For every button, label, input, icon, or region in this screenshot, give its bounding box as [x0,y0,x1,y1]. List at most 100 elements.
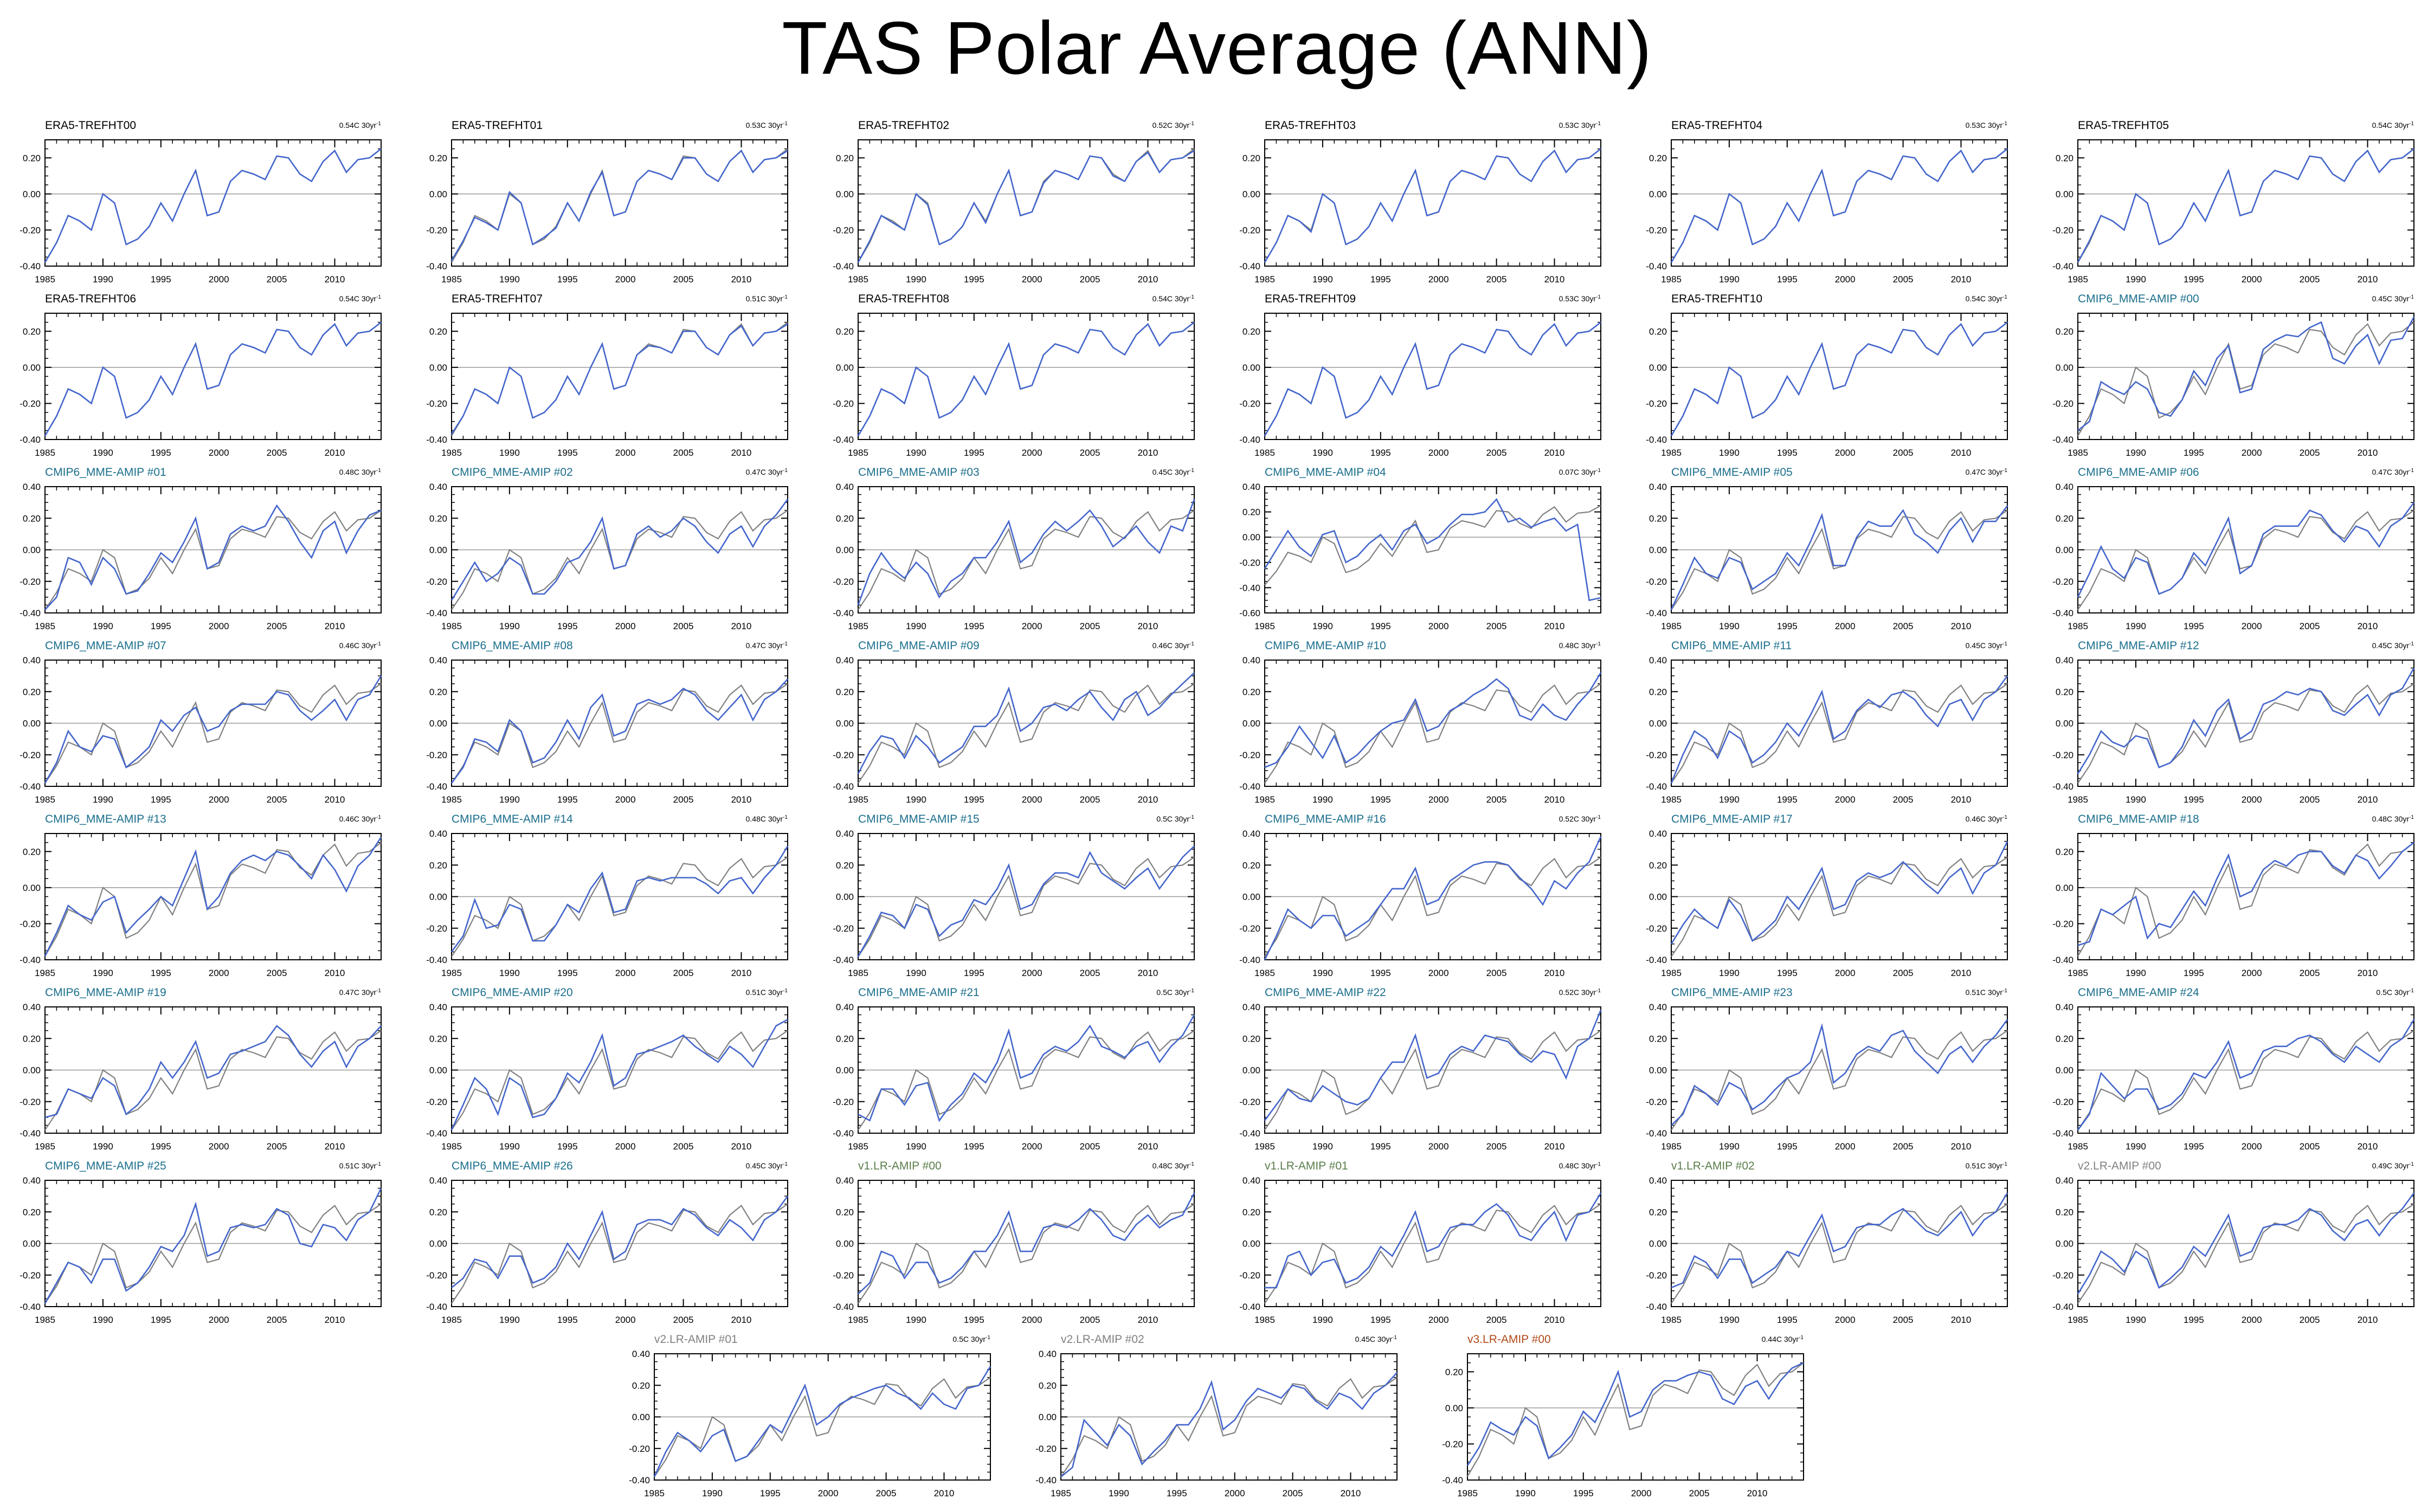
x-tick-label: 2010 [1138,448,1158,458]
y-tick-label: -0.20 [1239,1097,1260,1107]
x-tick-label: 1990 [1312,968,1333,978]
panel-title: v1.LR-AMIP #01 [1265,1160,1348,1172]
x-tick-label: 1995 [2184,448,2204,458]
y-tick-label: -0.40 [1239,955,1260,965]
x-tick-label: 2000 [1428,621,1449,631]
model-series-line [44,321,382,436]
y-tick-label: -0.20 [1239,558,1260,568]
chart-panel: v2.LR-AMIP #00 0.49C 30yr-1 0.40 0.20 0.00 -0… [2052,1160,2415,1325]
reference-series-line [1671,148,2008,263]
y-tick-label: 0.40 [836,1002,854,1012]
x-tick-label: 1990 [93,621,113,631]
y-tick-label: -0.40 [1646,1302,1667,1312]
y-tick-label: 0.40 [2056,1002,2074,1012]
x-tick-label: 1985 [441,968,462,978]
panel-title: CMIP6_MME-AMIP #10 [1265,639,1386,652]
panel-title: CMIP6_MME-AMIP #18 [2078,813,2199,825]
y-tick-label: -0.40 [1646,781,1667,792]
trend-label: 0.48C 30yr-1 [1152,1161,1195,1171]
x-tick-label: 1995 [1370,968,1391,978]
reference-series-line [858,1203,1195,1304]
y-tick-label: -0.40 [1646,608,1667,618]
x-tick-label: 2005 [673,1315,694,1325]
panel-title: CMIP6_MME-AMIP #00 [2078,293,2199,305]
model-series-line [2077,148,2414,263]
chart-panel: CMIP6_MME-AMIP #08 0.47C 30yr-1 0.40 0.20 0.… [426,639,788,805]
y-tick-label: 0.20 [1242,326,1260,337]
model-series-line [2077,502,2415,598]
x-tick-label: 2010 [325,794,345,805]
x-tick-label: 1990 [1719,274,1740,285]
reference-series-line [451,321,788,436]
model-series-line [857,499,1195,605]
y-tick-label: -0.40 [1239,261,1260,272]
y-tick-label: 0.20 [1242,1033,1260,1044]
panel-title: ERA5-TREFHT06 [45,293,136,305]
reference-series-line [451,1203,788,1304]
trend-label: 0.48C 30yr-1 [1559,641,1601,650]
y-tick-label: 0.00 [2056,883,2074,893]
x-tick-label: 1995 [151,968,171,978]
trend-label: 0.53C 30yr-1 [1559,121,1601,130]
panel-title: CMIP6_MME-AMIP #20 [452,986,573,999]
y-tick-label: -0.20 [1646,1270,1667,1281]
x-tick-label: 1985 [2068,968,2088,978]
x-tick-label: 2005 [2300,794,2320,805]
y-tick-label: 0.00 [1242,719,1260,729]
x-tick-label: 2005 [1080,448,1100,458]
trend-label: 0.54C 30yr-1 [2372,121,2414,130]
y-tick-label: -0.20 [1646,923,1667,934]
x-tick-label: 2010 [325,968,345,978]
y-tick-label: 0.20 [429,1207,447,1217]
y-tick-label: -0.40 [1239,781,1260,792]
x-tick-label: 1985 [2068,794,2088,805]
reference-series-line [2077,509,2414,610]
x-tick-label: 2005 [1893,448,1914,458]
trend-label: 0.52C 30yr-1 [1559,815,1601,824]
reference-series-line [1671,1203,2008,1304]
x-tick-label: 2010 [2358,1141,2378,1152]
x-tick-label: 1990 [1719,448,1740,458]
panel-title: CMIP6_MME-AMIP #17 [1671,813,1793,825]
panel-title: CMIP6_MME-AMIP #15 [858,813,980,825]
y-tick-label: 0.00 [23,545,41,555]
y-tick-label: 0.20 [1649,513,1667,524]
x-tick-label: 1990 [906,1141,926,1152]
y-tick-label: 0.20 [23,513,41,524]
model-series-line [2077,842,2414,946]
x-tick-label: 2005 [2300,621,2320,631]
y-tick-label: 0.00 [2056,719,2074,729]
y-tick-label: -0.40 [1239,435,1260,445]
x-tick-label: 2000 [1022,968,1042,978]
panel-title: ERA5-TREFHT03 [1265,119,1356,132]
x-tick-label: 2010 [1951,448,1972,458]
x-tick-label: 1985 [1661,448,1682,458]
chart-panel: ERA5-TREFHT09 0.53C 30yr-1 0.20 0.00 -0.20 -0… [1239,293,1601,458]
reference-series-line [1671,1030,2008,1130]
x-tick-label: 1990 [2126,968,2146,978]
y-tick-label: 0.20 [429,687,447,697]
x-tick-label: 1990 [2126,621,2146,631]
y-tick-label: -0.20 [1239,750,1260,760]
plot-frame [2077,833,2414,960]
x-tick-label: 2010 [2358,968,2378,978]
x-tick-label: 1990 [906,274,926,285]
x-tick-label: 1995 [557,794,578,805]
y-tick-label: 0.20 [429,513,447,524]
chart-panel: v1.LR-AMIP #01 0.48C 30yr-1 0.40 0.20 0.00 -0… [1239,1160,1602,1325]
panel-title: CMIP6_MME-AMIP #26 [452,1160,573,1172]
x-tick-label: 1985 [1254,968,1275,978]
x-tick-label: 1995 [2184,968,2204,978]
panel-title: v1.LR-AMIP #00 [858,1160,942,1172]
x-tick-label: 1985 [1254,794,1275,805]
x-tick-label: 1985 [441,274,462,285]
chart-panel: CMIP6_MME-AMIP #00 0.45C 30yr-1 0.20 0.00 -0… [2052,293,2415,458]
x-tick-label: 2005 [267,794,287,805]
model-series-line [450,1019,788,1130]
x-tick-label: 1985 [2068,448,2088,458]
y-tick-label: -0.40 [20,1128,41,1139]
x-tick-label: 1995 [557,968,578,978]
trend-label: 0.54C 30yr-1 [1152,294,1195,303]
x-tick-label: 1985 [441,794,462,805]
